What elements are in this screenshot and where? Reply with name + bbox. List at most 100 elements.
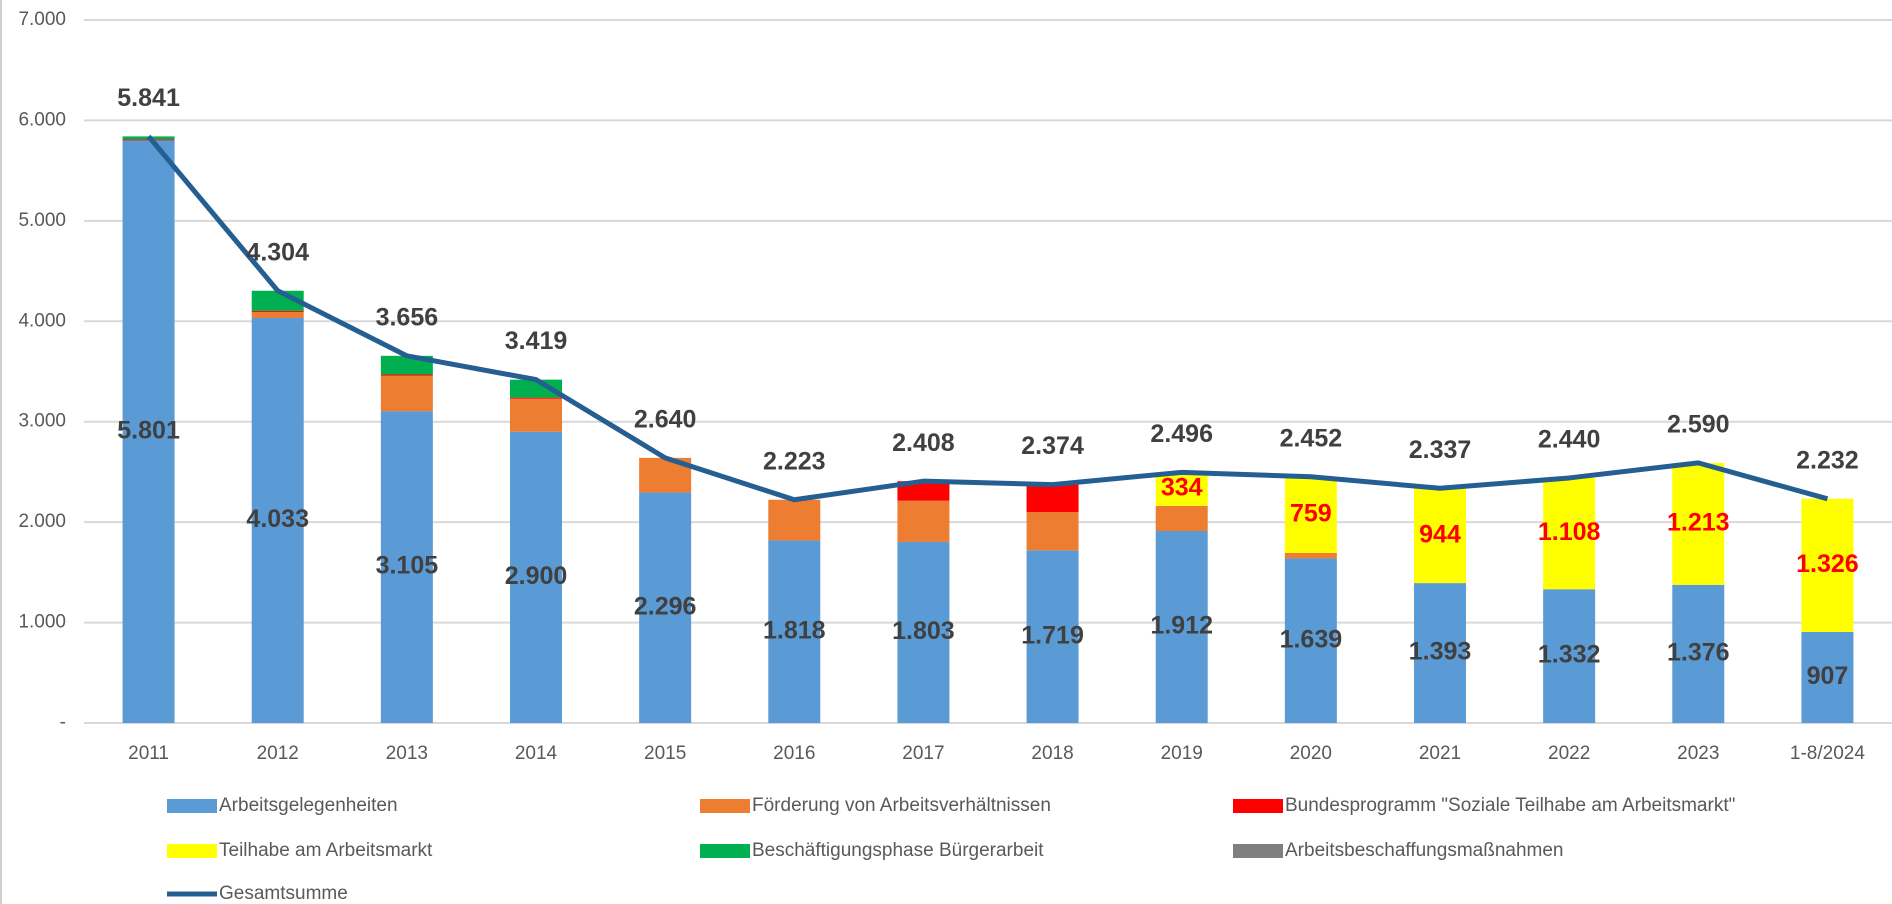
- data-label: 944: [1419, 520, 1461, 548]
- data-label: 1.376: [1667, 639, 1730, 667]
- legend-swatch: [1233, 844, 1283, 858]
- data-label: 1.326: [1796, 550, 1859, 578]
- data-label: 3.105: [376, 552, 439, 580]
- data-label: 2.452: [1280, 424, 1343, 452]
- data-label: 2.900: [505, 562, 568, 590]
- data-label: 2.496: [1150, 420, 1213, 448]
- data-label: 1.719: [1021, 621, 1084, 649]
- legend-swatch: [167, 844, 217, 858]
- bar-segment: [510, 398, 562, 432]
- legend-label: Arbeitsbeschaffungsmaßnahmen: [1285, 840, 1563, 861]
- bar-segment: [380, 374, 433, 376]
- data-label: 2.337: [1409, 436, 1472, 464]
- bar-segment: [380, 411, 433, 723]
- bar-segment: [768, 540, 821, 723]
- x-tick-label: 2022: [1548, 743, 1590, 764]
- bar-segment: [1284, 558, 1337, 723]
- x-tick-label: 2016: [773, 743, 815, 764]
- bar-segment: [510, 379, 562, 398]
- x-tick-label: 2015: [644, 743, 686, 764]
- x-tick-label: 2014: [515, 743, 558, 764]
- data-label: 2.223: [763, 447, 826, 475]
- legend-label: Gesamtsumme: [219, 883, 348, 904]
- legend-label: Beschäftigungsphase Bürgerarbeit: [752, 840, 1044, 861]
- y-tick-label: -: [60, 712, 66, 733]
- y-tick-label: 5.000: [18, 210, 66, 231]
- legend-label: Förderung von Arbeitsverhältnissen: [752, 795, 1051, 816]
- bar-segment: [510, 431, 562, 723]
- bar-segment: [251, 317, 304, 723]
- data-label: 759: [1290, 499, 1332, 527]
- bar-segment: [897, 541, 950, 723]
- data-label: 4.304: [246, 238, 309, 266]
- x-tick-label: 2018: [1031, 743, 1073, 764]
- data-label: 2.640: [634, 405, 697, 433]
- bar-segment: [1801, 498, 1854, 632]
- data-label: 3.656: [376, 303, 439, 331]
- legend-swatch: [1233, 799, 1283, 813]
- y-tick-label: 6.000: [18, 109, 66, 130]
- data-label: 2.440: [1538, 426, 1601, 454]
- bar-segment: [380, 375, 433, 412]
- data-label: 1.803: [892, 617, 955, 645]
- data-label: 5.801: [117, 416, 180, 444]
- data-label: 907: [1807, 662, 1849, 690]
- y-tick-label: 2.000: [18, 511, 66, 532]
- data-label: 1.639: [1280, 625, 1343, 653]
- bar-segment: [1543, 477, 1596, 590]
- y-tick-label: 4.000: [18, 310, 66, 331]
- bar-segment: [639, 492, 692, 723]
- data-label: 4.033: [246, 505, 309, 533]
- bar-segment: [1026, 512, 1079, 551]
- x-tick-label: 2013: [386, 743, 428, 764]
- bar-segment: [1543, 589, 1596, 723]
- legend-swatch: [167, 799, 217, 813]
- data-label: 1.108: [1538, 518, 1601, 546]
- bar-segment: [122, 140, 175, 723]
- data-label: 3.419: [505, 327, 568, 355]
- data-label: 2.408: [892, 429, 955, 457]
- legend-label: Bundesprogramm "Soziale Teilhabe am Arbe…: [1285, 795, 1735, 816]
- legend-label: Arbeitsgelegenheiten: [219, 795, 398, 816]
- bar-segment: [1801, 631, 1854, 723]
- data-label: 2.296: [634, 592, 697, 620]
- x-tick-label: 2020: [1290, 743, 1332, 764]
- bar-segment: [510, 397, 562, 399]
- bar-segment: [1155, 472, 1208, 506]
- bar-segment: [251, 310, 304, 312]
- total-line: [146, 134, 1829, 503]
- bar-segment: [897, 500, 950, 542]
- bar-segment: [1414, 488, 1466, 584]
- y-tick-label: 1.000: [18, 612, 66, 633]
- legend-swatch: [700, 844, 750, 858]
- y-tick-label: 3.000: [18, 411, 66, 432]
- x-tick-label: 1-8/2024: [1790, 743, 1865, 764]
- data-label: 1.818: [763, 616, 826, 644]
- x-tick-label: 2011: [128, 743, 169, 764]
- x-tick-label: 2023: [1677, 743, 1719, 764]
- data-label: 334: [1161, 474, 1203, 502]
- y-tick-label: 7.000: [18, 9, 66, 30]
- bar-segment: [1026, 484, 1079, 513]
- bar-segment: [768, 499, 821, 541]
- bar-segment: [1414, 583, 1466, 723]
- x-tick-label: 2017: [902, 743, 944, 764]
- bar-segment: [1026, 550, 1079, 723]
- bar-segment: [1284, 476, 1337, 553]
- legend-label: Teilhabe am Arbeitsmarkt: [219, 840, 433, 861]
- data-label: 2.590: [1667, 410, 1730, 438]
- bar-segment: [1672, 584, 1725, 723]
- bar-segment: [1284, 552, 1337, 559]
- x-tick-label: 2012: [257, 743, 299, 764]
- data-label: 1.213: [1667, 509, 1730, 537]
- bar-segment: [1155, 530, 1208, 723]
- bar-segment: [897, 481, 950, 501]
- data-label: 1.393: [1409, 638, 1472, 666]
- x-tick-label: 2019: [1161, 743, 1203, 764]
- bar-segment: [1672, 462, 1725, 585]
- data-label: 1.912: [1150, 612, 1213, 640]
- data-label: 2.232: [1796, 446, 1859, 474]
- data-label: 5.841: [117, 84, 180, 112]
- bar-segment: [1155, 505, 1208, 531]
- data-label: 2.374: [1021, 432, 1084, 460]
